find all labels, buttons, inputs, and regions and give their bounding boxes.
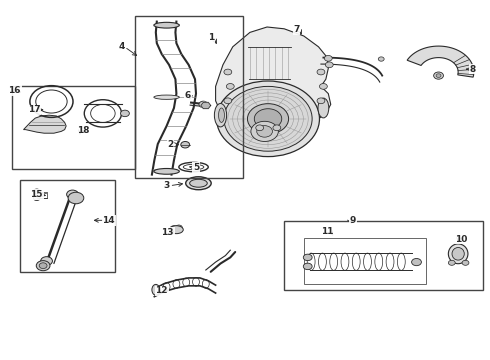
Ellipse shape	[186, 177, 211, 190]
Text: 6: 6	[185, 91, 191, 100]
Circle shape	[33, 189, 40, 194]
Circle shape	[462, 260, 469, 265]
Circle shape	[68, 192, 84, 204]
Circle shape	[217, 81, 319, 157]
Text: 11: 11	[321, 227, 334, 236]
Circle shape	[33, 195, 40, 201]
Circle shape	[224, 69, 232, 75]
Circle shape	[36, 261, 50, 271]
Ellipse shape	[448, 244, 468, 264]
Circle shape	[199, 101, 208, 108]
Circle shape	[41, 257, 52, 265]
Text: 13: 13	[161, 228, 174, 237]
Text: 18: 18	[77, 126, 90, 135]
Circle shape	[121, 110, 129, 117]
Bar	[304, 238, 426, 284]
Bar	[12, 86, 135, 169]
Text: 14: 14	[102, 216, 115, 225]
Ellipse shape	[190, 179, 207, 187]
Polygon shape	[24, 115, 66, 133]
Ellipse shape	[318, 98, 329, 118]
Circle shape	[226, 84, 234, 89]
Text: 3: 3	[164, 181, 170, 190]
Circle shape	[317, 98, 325, 104]
Circle shape	[247, 104, 289, 134]
Ellipse shape	[170, 226, 183, 234]
Circle shape	[224, 86, 312, 151]
Polygon shape	[407, 46, 474, 77]
Circle shape	[436, 74, 441, 77]
Text: 5: 5	[193, 163, 199, 172]
Text: 7: 7	[293, 25, 300, 34]
Circle shape	[39, 263, 47, 269]
Text: 8: 8	[470, 65, 476, 74]
Circle shape	[251, 121, 278, 141]
Polygon shape	[201, 102, 211, 109]
Circle shape	[254, 109, 282, 129]
Text: 10: 10	[455, 235, 468, 243]
Circle shape	[224, 98, 232, 104]
Ellipse shape	[452, 248, 465, 260]
Circle shape	[257, 126, 272, 137]
Circle shape	[325, 62, 333, 68]
Circle shape	[319, 84, 327, 89]
Bar	[284, 221, 483, 290]
Text: 9: 9	[349, 216, 356, 225]
Circle shape	[378, 57, 384, 61]
Ellipse shape	[154, 95, 179, 99]
Bar	[20, 180, 115, 272]
Ellipse shape	[154, 22, 179, 28]
Polygon shape	[216, 27, 331, 134]
Ellipse shape	[215, 104, 226, 127]
Text: 15: 15	[30, 190, 43, 199]
Text: 17: 17	[28, 105, 41, 114]
Circle shape	[324, 55, 332, 61]
Circle shape	[170, 226, 178, 231]
Ellipse shape	[152, 284, 160, 295]
Text: 1: 1	[208, 33, 214, 42]
Text: 12: 12	[155, 287, 168, 295]
Text: 4: 4	[118, 42, 125, 51]
Circle shape	[303, 254, 312, 261]
Circle shape	[273, 125, 281, 131]
Ellipse shape	[219, 108, 224, 122]
Text: 16: 16	[8, 86, 21, 95]
Circle shape	[412, 258, 421, 266]
Bar	[135, 16, 243, 178]
Text: 2: 2	[168, 140, 173, 149]
Circle shape	[256, 125, 264, 131]
Circle shape	[303, 263, 312, 270]
Circle shape	[181, 141, 190, 148]
Ellipse shape	[154, 168, 179, 174]
Circle shape	[317, 69, 325, 75]
Circle shape	[448, 260, 455, 265]
Circle shape	[434, 72, 443, 79]
Circle shape	[67, 190, 78, 199]
Circle shape	[175, 225, 182, 230]
